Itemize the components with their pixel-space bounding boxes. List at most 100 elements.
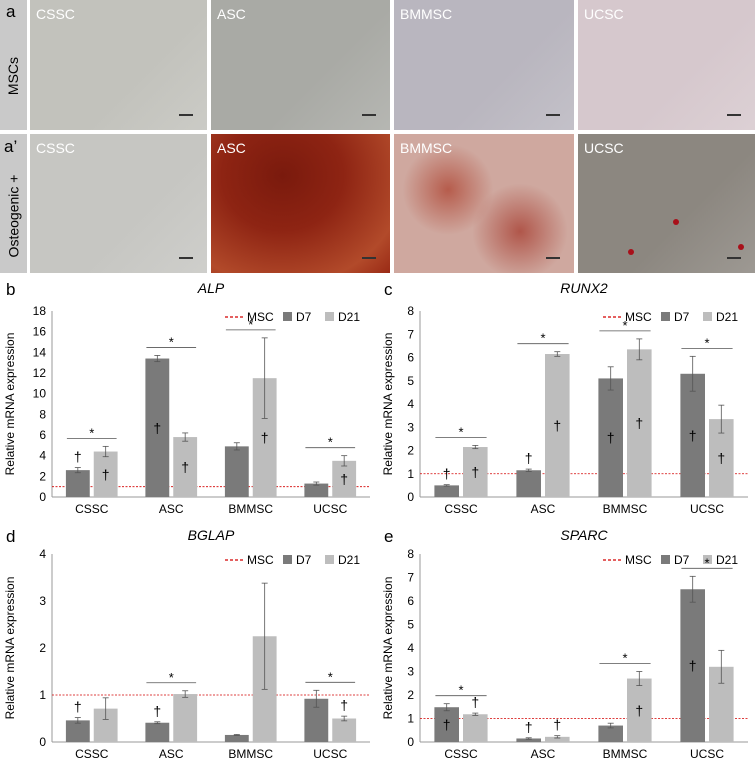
stain-dot: [673, 219, 679, 225]
bar-d21: [93, 708, 118, 742]
significance-star: *: [540, 331, 545, 346]
x-tick-label: ASC: [159, 747, 184, 761]
legend-swatch-d7: [283, 555, 292, 564]
legend-label-msc: MSC: [625, 553, 652, 567]
significance-star: *: [458, 424, 463, 439]
dagger-marker: †: [340, 697, 348, 713]
bar-d7: [145, 722, 170, 742]
legend-label-d21: D21: [338, 310, 360, 324]
y-tick-label: 2: [407, 444, 414, 458]
legend-swatch-d21: [325, 555, 334, 564]
y-tick-label: 2: [39, 469, 46, 483]
bar-d21: [173, 437, 198, 497]
y-tick-label: 2: [407, 688, 414, 702]
significance-star: *: [89, 425, 94, 440]
chart-sparc: SPARC Relative mRNA expression 0 1 2 3 4 5 6 7 8 MS…: [381, 527, 748, 761]
dagger-marker: †: [635, 702, 643, 718]
y-tick-label: 1: [407, 712, 414, 726]
legend-swatch-d21: [703, 312, 712, 321]
row-label-background: [0, 0, 27, 130]
dagger-marker: †: [153, 420, 161, 436]
x-tick-label: BMMSC: [603, 502, 648, 516]
y-tick-label: 5: [407, 374, 414, 388]
scale-bar: [179, 114, 193, 116]
dagger-marker: †: [553, 418, 561, 434]
micrograph-label: CSSC: [36, 140, 75, 156]
micrograph-osteo-cssc: CSSC: [30, 134, 207, 273]
significance-star: *: [704, 335, 709, 350]
x-tick-label: BMMSC: [228, 502, 273, 516]
micrograph-label: ASC: [217, 6, 246, 22]
micrograph-osteo-ucsc: UCSC: [578, 134, 755, 273]
significance-star: *: [458, 683, 463, 698]
bar-d7: [516, 738, 541, 742]
y-tick-label: 0: [39, 735, 46, 749]
y-tick-label: 16: [33, 325, 47, 339]
dagger-marker: †: [525, 450, 533, 466]
dagger-marker: †: [689, 427, 697, 443]
bar-d21: [463, 447, 488, 497]
significance-star: *: [328, 435, 333, 450]
y-tick-label: 4: [39, 547, 46, 561]
x-tick-label: UCSC: [313, 747, 347, 761]
chart-title: BGLAP: [188, 527, 235, 543]
x-tick-label: ASC: [531, 747, 556, 761]
y-axis-label: Relative mRNA expression: [3, 577, 17, 720]
dagger-marker: †: [689, 658, 697, 674]
legend-label-d7: D7: [296, 310, 312, 324]
y-tick-label: 18: [33, 304, 47, 318]
micrograph-label: UCSC: [584, 140, 624, 156]
x-tick-label: BMMSC: [603, 747, 648, 761]
chart-alp: ALP Relative mRNA expression 0 2 4 6 8 10 12 14 16…: [3, 280, 370, 516]
legend-label-d7: D7: [674, 553, 690, 567]
dagger-marker: †: [181, 459, 189, 475]
bar-d7: [65, 470, 90, 497]
y-tick-label: 6: [407, 351, 414, 365]
legend-label-d21: D21: [716, 553, 738, 567]
y-tick-label: 0: [407, 490, 414, 504]
scale-bar: [362, 114, 376, 116]
bar-d21: [545, 736, 570, 742]
y-tick-label: 3: [407, 665, 414, 679]
panel-label-e: e: [384, 527, 394, 546]
panel-label-a-prime: a’: [4, 137, 18, 156]
dagger-marker: †: [102, 466, 110, 482]
x-tick-label: UCSC: [313, 502, 347, 516]
dagger-marker: †: [553, 717, 561, 733]
legend-label-d21: D21: [716, 310, 738, 324]
panel-label-c: c: [384, 280, 393, 299]
y-tick-label: 14: [33, 345, 47, 359]
scale-bar: [362, 257, 376, 259]
y-tick-label: 1: [407, 467, 414, 481]
x-tick-label: CSSC: [75, 502, 109, 516]
y-tick-label: 10: [33, 387, 47, 401]
x-tick-label: CSSC: [444, 502, 478, 516]
y-tick-label: 0: [39, 490, 46, 504]
micrograph-osteo-bmmsc: BMMSC: [394, 134, 574, 273]
bar-d21: [463, 714, 488, 742]
micrograph-label: BMMSC: [400, 6, 453, 22]
bar-d21: [627, 678, 652, 742]
scale-bar: [179, 257, 193, 259]
bar-d21: [332, 460, 357, 497]
dagger-marker: †: [607, 430, 615, 446]
bar-d7: [680, 589, 705, 742]
y-tick-label: 5: [407, 618, 414, 632]
bar-d7: [680, 373, 705, 497]
y-tick-label: 1: [39, 688, 46, 702]
panel-label-d: d: [6, 527, 16, 546]
bar-d7: [224, 734, 249, 742]
y-tick-label: 3: [407, 420, 414, 434]
x-tick-label: UCSC: [690, 502, 724, 516]
bar-d7: [598, 378, 623, 497]
dagger-marker: †: [261, 430, 269, 446]
x-tick-label: UCSC: [690, 747, 724, 761]
dagger-marker: †: [443, 466, 451, 482]
legend-swatch-d21: [325, 312, 334, 321]
y-tick-label: 8: [407, 547, 414, 561]
y-tick-label: 4: [407, 397, 414, 411]
scale-bar: [546, 114, 560, 116]
y-tick-label: 0: [407, 735, 414, 749]
legend-label-d7: D7: [674, 310, 690, 324]
bar-d21: [627, 349, 652, 497]
